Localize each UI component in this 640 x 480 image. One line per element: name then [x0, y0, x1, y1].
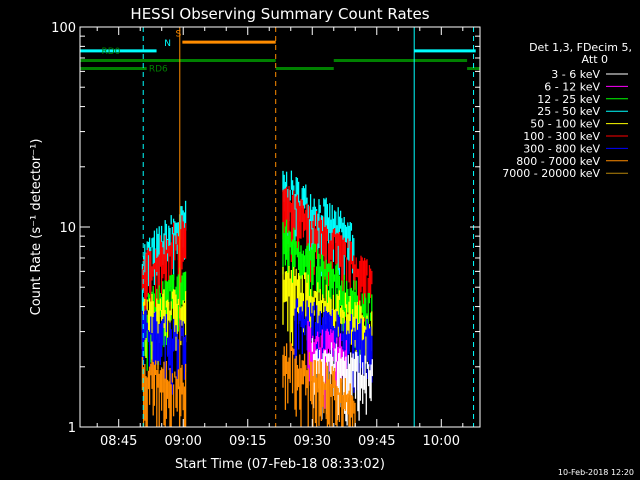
legend-label: 800 - 7000 keV	[516, 155, 600, 168]
x-tick-label: 10:00	[423, 434, 460, 449]
legend-label: 50 - 100 keV	[530, 118, 600, 131]
legend-header-1: Det 1,3, FDecim 5,	[529, 41, 632, 54]
legend-label: 25 - 50 keV	[537, 105, 600, 118]
generation-timestamp: 10-Feb-2018 12:20	[558, 468, 634, 477]
series-800-7000-kev-part-1	[282, 341, 356, 427]
legend-label: 7000 - 20000 keV	[502, 167, 600, 180]
x-axis-label: Start Time (07-Feb-18 08:33:02)	[175, 457, 385, 472]
plot-frame	[79, 26, 481, 428]
time-markers: RD0 RD6 SN	[102, 27, 475, 427]
legend-header-2: Att 0	[582, 53, 608, 66]
x-tick-label: 09:45	[358, 434, 395, 449]
y-tick-label: 100	[51, 21, 76, 36]
x-tick-label: 09:15	[229, 434, 266, 449]
x-tick-label: 09:30	[294, 434, 331, 449]
legend-label: 3 - 6 keV	[551, 68, 600, 81]
annotation-rd6: RD6	[149, 65, 168, 75]
y-axis-label: Count Rate (s⁻¹ detector⁻¹)	[29, 139, 44, 316]
legend-label: 6 - 12 keV	[544, 80, 600, 93]
y-tick-label: 10	[59, 221, 76, 236]
annotation-rd0: RD0	[102, 47, 121, 57]
legend-label: 12 - 25 keV	[537, 93, 600, 106]
chart-title: HESSI Observing Summary Count Rates	[130, 5, 429, 23]
data-layer	[141, 170, 373, 427]
series-800-7000-kev-part-0	[141, 357, 187, 427]
annotation-s: S	[175, 29, 181, 39]
x-tick-label: 08:45	[100, 434, 137, 449]
status-bars	[80, 40, 480, 71]
y-tick-label: 1	[68, 421, 76, 436]
legend-label: 300 - 800 keV	[523, 142, 600, 155]
x-tick-label: 09:00	[164, 434, 201, 449]
legend-label: 100 - 300 keV	[523, 130, 600, 143]
axis-ticks: 08:45 09:00 09:15 09:30 09:45 10:00 1 10 100	[51, 21, 480, 449]
series-100-300-kev-part-0	[141, 215, 187, 325]
annotation-n: N	[164, 39, 171, 49]
